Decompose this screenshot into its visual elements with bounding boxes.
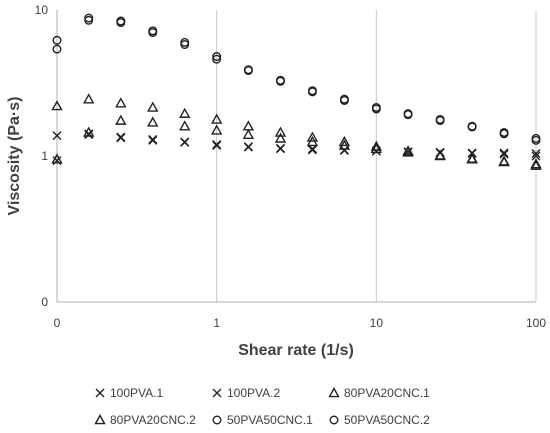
data-point: [339, 95, 349, 105]
data-point: [370, 142, 383, 154]
data-point: [307, 87, 317, 97]
data-point: [147, 101, 159, 112]
legend: 100PVA.1 100PVA.2 80PVA20CNC.1 80PVA20CNC.2…: [94, 386, 430, 427]
legend-label: 80PVA20CNC.2: [110, 413, 196, 427]
data-point: [531, 149, 541, 159]
data-point: [402, 146, 414, 157]
data-point: [403, 110, 413, 120]
legend-label: 80PVA20CNC.1: [344, 386, 430, 400]
data-point: [499, 129, 509, 139]
data-point: [243, 66, 253, 76]
data-point: [51, 100, 63, 111]
data-point: [243, 142, 253, 152]
data-point: [212, 52, 222, 62]
grid-lines: [216, 10, 537, 302]
series-100PVA.1: [52, 130, 541, 159]
x-tick-label: 10: [370, 316, 384, 330]
data-point: [531, 135, 541, 145]
legend-item: 100PVA.1: [95, 386, 163, 400]
legend-marker: [212, 388, 222, 398]
data-point: [115, 114, 127, 125]
x-axis-title: Shear rate (1/s): [238, 342, 354, 359]
data-point: [51, 153, 63, 164]
data-point: [180, 137, 190, 147]
data-point: [306, 131, 319, 142]
y-tick-label: 1: [41, 149, 48, 163]
data-point: [242, 128, 255, 139]
data-point: [275, 76, 285, 86]
data-point: [180, 40, 190, 50]
data-point: [179, 120, 191, 131]
data-point: [338, 139, 351, 150]
data-point: [371, 104, 381, 114]
legend-marker: [329, 415, 339, 425]
legend-marker: [94, 414, 106, 425]
x-tick-label: 1: [213, 316, 220, 330]
data-point: [179, 107, 191, 118]
data-point: [52, 35, 62, 45]
data-point: [212, 141, 222, 150]
data-point: [83, 93, 95, 104]
legend-label: 100PVA.1: [110, 386, 163, 400]
legend-label: 50PVA50CNC.1: [227, 413, 313, 427]
data-point: [370, 140, 383, 151]
data-point: [434, 150, 446, 161]
data-point: [242, 120, 255, 131]
legend-item: 80PVA20CNC.2: [94, 413, 196, 427]
series-80PVA20CNC.1: [51, 93, 542, 169]
data-point: [148, 28, 158, 38]
data-point: [467, 122, 477, 132]
data-point: [116, 133, 126, 143]
data-point: [307, 145, 317, 155]
data-point: [52, 44, 62, 54]
legend-label: 50PVA50CNC.2: [344, 413, 430, 427]
legend-item: 80PVA20CNC.1: [328, 386, 430, 400]
tick-labels: 0 1 10 100 0 1 10: [35, 3, 547, 330]
data-point: [83, 126, 95, 137]
data-point: [274, 126, 287, 137]
legend-item: 50PVA50CNC.2: [329, 413, 430, 427]
data-point: [338, 135, 351, 147]
y-axis-title: Viscosity (Pa·s): [6, 97, 23, 216]
data-series: [51, 13, 542, 170]
y-tick-label: 0: [41, 295, 48, 309]
data-point: [84, 13, 94, 23]
x-tick-label: 0: [54, 316, 61, 330]
legend-item: 100PVA.2: [212, 386, 280, 400]
data-point: [435, 116, 445, 126]
legend-label: 100PVA.2: [227, 386, 280, 400]
data-point: [531, 151, 541, 161]
series-50PVA50CNC.2: [52, 13, 541, 145]
data-point: [499, 149, 509, 159]
data-point: [499, 148, 509, 158]
data-point: [116, 16, 126, 26]
axes: [56, 10, 536, 303]
data-point: [306, 135, 319, 147]
x-tick-label: 100: [526, 316, 546, 330]
legend-marker: [212, 415, 222, 425]
data-point: [148, 135, 158, 145]
data-point: [147, 116, 159, 127]
legend-marker: [328, 387, 340, 398]
legend-item: 50PVA50CNC.1: [212, 413, 313, 427]
data-point: [210, 113, 223, 124]
series-50PVA50CNC.1: [52, 15, 541, 143]
data-point: [530, 159, 542, 170]
data-point: [275, 144, 285, 154]
data-point: [339, 146, 349, 156]
data-point: [52, 131, 62, 141]
data-point: [210, 124, 223, 135]
data-point: [212, 139, 222, 149]
data-point: [530, 158, 542, 169]
series-80PVA20CNC.2: [51, 114, 542, 170]
data-point: [498, 156, 510, 167]
data-point: [274, 132, 287, 143]
series-100PVA.2: [52, 129, 541, 166]
y-tick-label: 10: [35, 3, 49, 17]
data-point: [115, 97, 127, 108]
data-point: [466, 153, 478, 164]
legend-marker: [95, 388, 105, 398]
data-point: [212, 54, 222, 64]
